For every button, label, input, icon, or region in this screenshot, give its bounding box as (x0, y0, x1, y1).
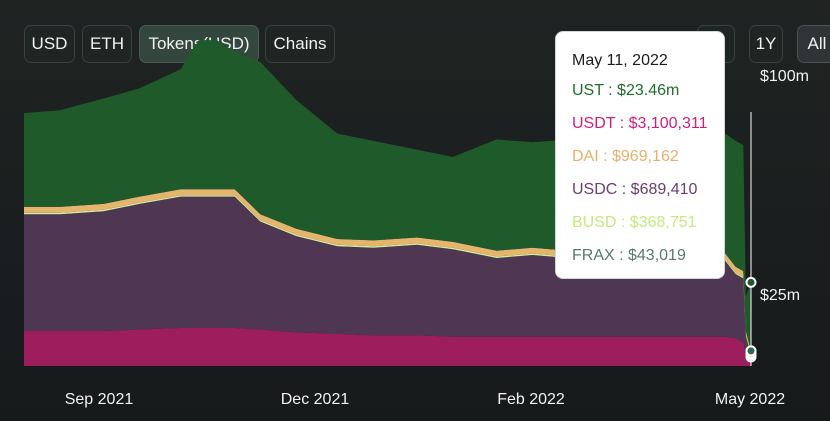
area-series-usdt (24, 328, 751, 366)
x-tick-label: May 2022 (715, 391, 785, 408)
tooltip-date: May 11, 2022 (572, 52, 668, 69)
range-1y-button[interactable]: 1Y (749, 25, 783, 63)
y-tick-label: $25m (760, 287, 800, 304)
eth-button[interactable]: ETH (82, 25, 132, 63)
area-series-usdc (24, 196, 751, 357)
area-series-dai (24, 189, 751, 354)
hover-point-ust (745, 276, 757, 288)
x-tick-label: Sep 2021 (65, 391, 134, 408)
range-all-button[interactable]: All (797, 25, 830, 63)
tooltip-row-frax: FRAX : $43,019 (572, 247, 686, 264)
chains-button[interactable]: Chains (265, 25, 335, 63)
x-tick-label: Feb 2022 (497, 391, 565, 408)
usd-button[interactable]: USD (24, 25, 75, 63)
area-series-busd (24, 195, 751, 355)
hover-point-frax (745, 345, 757, 357)
tooltip-row-dai: DAI : $969,162 (572, 148, 679, 165)
y-tick-label: $100m (760, 68, 809, 85)
chart-tooltip: May 11, 2022 UST : $23.46m USDT : $3,100,… (555, 31, 725, 279)
tooltip-row-usdc: USDC : $689,410 (572, 181, 698, 198)
area-series-ust (24, 40, 751, 351)
tooltip-row-ust: UST : $23.46m (572, 82, 680, 99)
tooltip-row-usdt: USDT : $3,100,311 (572, 115, 708, 132)
tooltip-row-busd: BUSD : $368,751 (572, 214, 697, 231)
x-tick-label: Dec 2021 (281, 391, 350, 408)
